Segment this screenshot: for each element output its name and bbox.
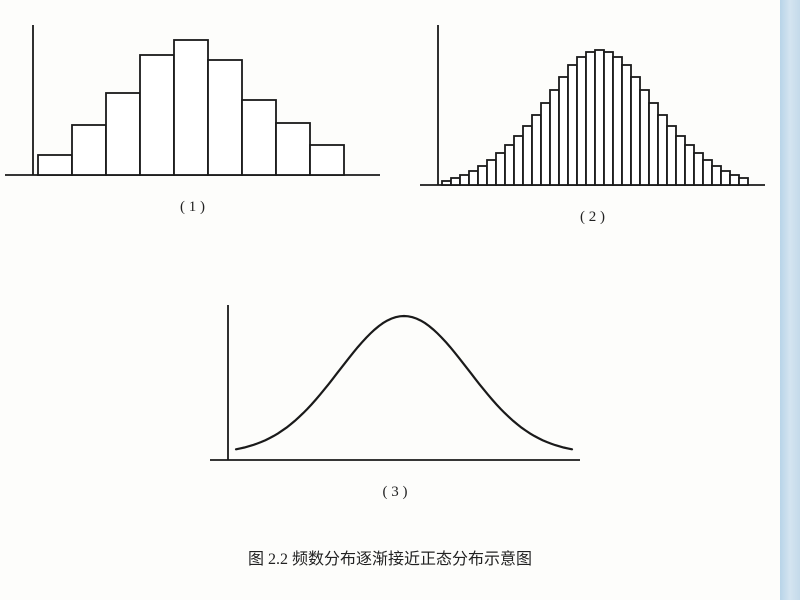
histogram-fine: ( 2 ) xyxy=(420,20,765,235)
chart3-label: ( 3 ) xyxy=(210,484,580,501)
chart1-label: ( 1 ) xyxy=(5,199,380,216)
histogram-coarse-svg xyxy=(5,20,380,195)
histogram-fine-svg xyxy=(420,20,765,205)
page-area: ( 1 ) ( 2 ) ( 3 ) 图 2.2 频数分布逐渐接近正态分布示意图 xyxy=(0,0,780,600)
chart2-label: ( 2 ) xyxy=(420,209,765,226)
normal-curve: ( 3 ) xyxy=(210,300,580,510)
figure-caption: 图 2.2 频数分布逐渐接近正态分布示意图 xyxy=(0,545,780,569)
normal-curve-svg xyxy=(210,300,580,480)
histogram-coarse: ( 1 ) xyxy=(5,20,380,225)
page-edge-decoration xyxy=(780,0,800,600)
